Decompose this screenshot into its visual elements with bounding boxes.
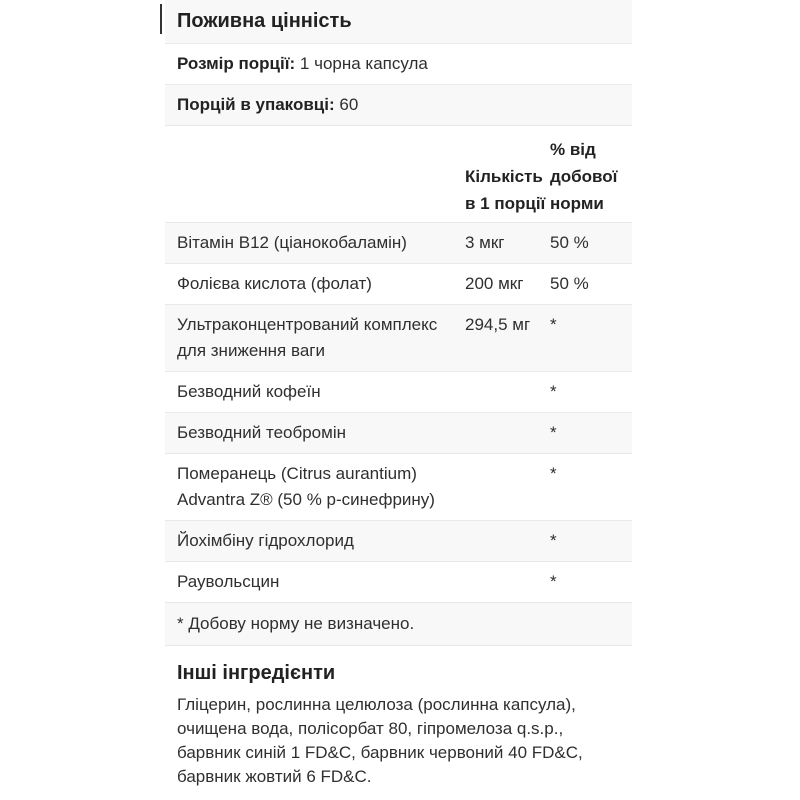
ingredient-daily-value: 50 % — [550, 274, 589, 293]
serving-size-label: Розмір порції: — [177, 54, 296, 73]
ingredient-name: Безводний теобромін — [177, 423, 346, 442]
header-amount-per-serving: Кількість в 1 порції — [465, 167, 546, 213]
ingredient-amount: 3 мкг — [465, 233, 505, 252]
table-row: Померанець (Citrus aurantium) Advantra Z… — [165, 453, 632, 520]
table-row: Йохімбіну гідрохлорид * — [165, 520, 632, 561]
table-row: Фолієва кислота (фолат) 200 мкг 50 % — [165, 263, 632, 304]
table-row: Ультраконцентрований комплекс для знижен… — [165, 304, 632, 371]
ingredient-amount: 294,5 мг — [465, 315, 531, 334]
panel-title: Поживна цінність — [177, 10, 352, 32]
nutrition-table: Поживна цінність Розмір порції: 1 чорна … — [160, 0, 632, 646]
supplement-facts: Поживна цінність Розмір порції: 1 чорна … — [160, 0, 632, 789]
ingredient-name: Ультраконцентрований комплекс для знижен… — [177, 315, 438, 360]
ingredient-amount: 200 мкг — [465, 274, 524, 293]
other-ingredients-section: Інші інгредієнти Гліцерин, рослинна целю… — [165, 660, 632, 789]
title-left-tick — [160, 4, 162, 34]
ingredient-name: Померанець (Citrus aurantium) Advantra Z… — [177, 464, 435, 509]
other-ingredients-text: Гліцерин, рослинна целюлоза (рослинна ка… — [177, 695, 583, 786]
ingredient-name: Безводний кофеїн — [177, 382, 321, 401]
ingredient-daily-value: 50 % — [550, 233, 589, 252]
ingredient-daily-value: * — [550, 423, 557, 442]
table-row: Раувольсцин * — [165, 561, 632, 602]
panel-title-row: Поживна цінність — [160, 0, 632, 43]
ingredient-daily-value: * — [550, 572, 557, 591]
ingredient-daily-value: * — [550, 382, 557, 401]
table-header-row: Кількість в 1 порції % від добової норми — [165, 125, 632, 222]
footnote-text: * Добову норму не визначено. — [177, 614, 415, 633]
table-row: Безводний кофеїн * — [165, 371, 632, 412]
servings-per-container-row: Порцій в упаковці: 60 — [165, 84, 632, 125]
ingredient-daily-value: * — [550, 531, 557, 550]
header-daily-value: % від добової норми — [550, 140, 618, 213]
ingredient-name: Вітамін B12 (ціанокобаламін) — [177, 233, 407, 252]
table-row: Безводний теобромін * — [165, 412, 632, 453]
servings-per-container-value: 60 — [339, 95, 359, 114]
ingredient-daily-value: * — [550, 315, 557, 334]
ingredient-name: Фолієва кислота (фолат) — [177, 274, 372, 293]
ingredient-daily-value: * — [550, 464, 557, 483]
other-ingredients-title: Інші інгредієнти — [177, 662, 336, 684]
footnote-row: * Добову норму не визначено. — [165, 602, 632, 646]
serving-size-row: Розмір порції: 1 чорна капсула — [165, 43, 632, 84]
servings-per-container-label: Порцій в упаковці: — [177, 95, 335, 114]
table-row: Вітамін B12 (ціанокобаламін) 3 мкг 50 % — [165, 222, 632, 263]
serving-size-value: 1 чорна капсула — [299, 54, 428, 73]
ingredient-name: Йохімбіну гідрохлорид — [177, 531, 354, 550]
ingredient-name: Раувольсцин — [177, 572, 280, 591]
